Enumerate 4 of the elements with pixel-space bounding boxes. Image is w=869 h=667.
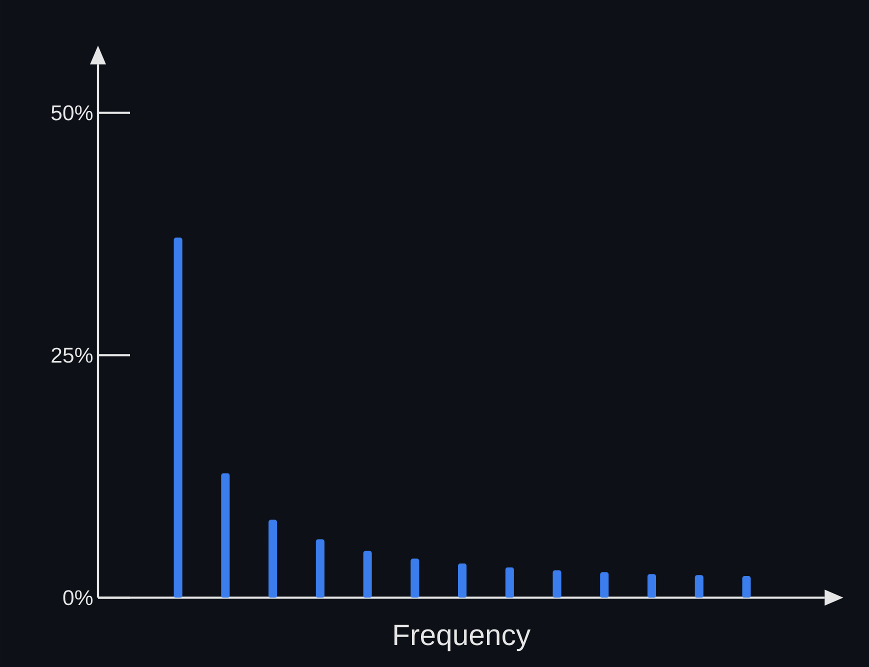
y-tick-label: 0% [63, 590, 93, 606]
x-axis-title: Frequency [394, 624, 531, 652]
y-tick-label: 50% [51, 105, 93, 120]
y-tick-label: 25% [52, 348, 93, 363]
